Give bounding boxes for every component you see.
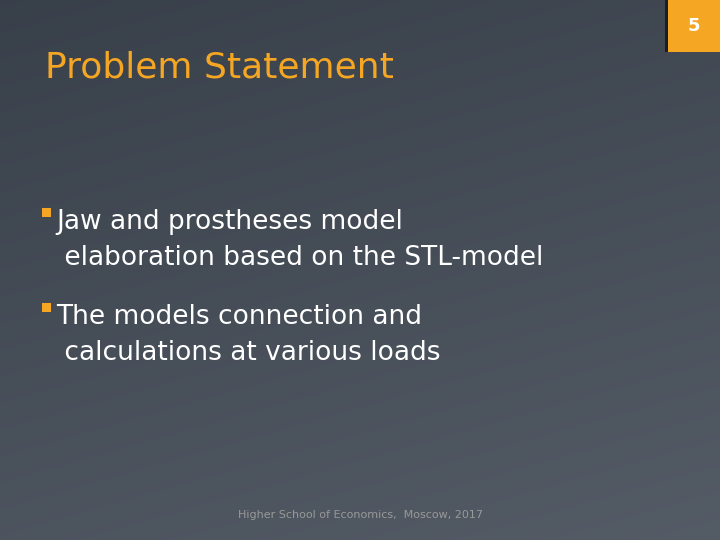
Bar xyxy=(42,208,51,217)
Bar xyxy=(42,303,51,312)
Bar xyxy=(668,0,720,52)
Bar xyxy=(665,0,668,52)
Text: The models connection and: The models connection and xyxy=(56,304,422,330)
Text: elaboration based on the STL-model: elaboration based on the STL-model xyxy=(56,245,544,271)
Text: Jaw and prostheses model: Jaw and prostheses model xyxy=(56,209,403,235)
Text: 5: 5 xyxy=(688,17,701,35)
Text: Higher School of Economics,  Moscow, 2017: Higher School of Economics, Moscow, 2017 xyxy=(238,510,482,520)
Text: calculations at various loads: calculations at various loads xyxy=(56,340,441,366)
Text: Problem Statement: Problem Statement xyxy=(45,50,394,84)
